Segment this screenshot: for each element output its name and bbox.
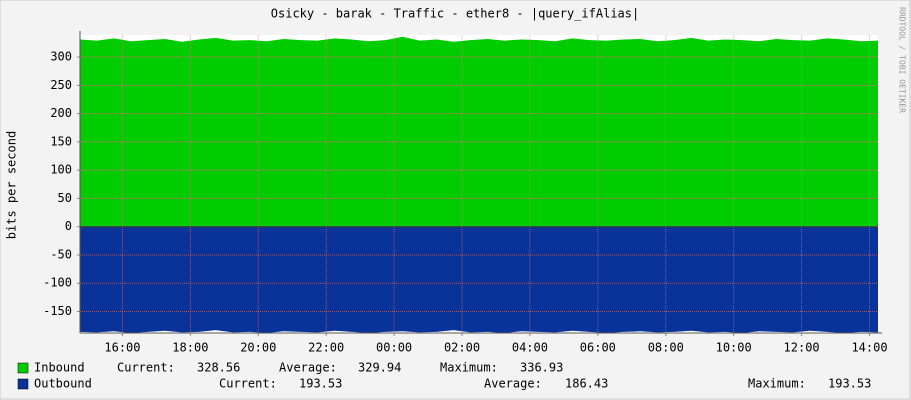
x-tick-label: 06:00 xyxy=(580,341,616,355)
y-axis-label: bits per second xyxy=(5,131,19,239)
legend-name: Outbound xyxy=(34,377,92,391)
y-tick-label: -150 xyxy=(43,304,72,318)
stat-value: 329.94 xyxy=(358,361,401,375)
x-tick-label: 14:00 xyxy=(851,341,887,355)
stat-label: Current: xyxy=(117,361,175,375)
y-tick-label: 100 xyxy=(50,163,72,177)
y-tick-label: 300 xyxy=(50,50,72,64)
watermark: RRDTOOL / TOBI OETIKER xyxy=(898,7,907,113)
y-tick-label: 0 xyxy=(65,219,72,233)
stat-label: Average: xyxy=(279,361,337,375)
stat-label: Maximum: xyxy=(748,377,806,391)
x-tick-label: 12:00 xyxy=(784,341,820,355)
area-0 xyxy=(80,36,878,227)
y-tick-label: 50 xyxy=(58,191,72,205)
y-tick-label: 200 xyxy=(50,106,72,120)
x-tick-label: 18:00 xyxy=(172,341,208,355)
x-tick-label: 22:00 xyxy=(308,341,344,355)
stat-value: 328.56 xyxy=(197,361,240,375)
x-tick-label: 16:00 xyxy=(104,341,140,355)
stat-label: Maximum: xyxy=(440,361,498,375)
y-tick-label: -100 xyxy=(43,276,72,290)
legend-swatch xyxy=(17,378,29,390)
x-tick-label: 00:00 xyxy=(376,341,412,355)
y-tick-label: -50 xyxy=(50,247,72,261)
stat-value: 336.93 xyxy=(520,361,563,375)
chart-title: Osicky - barak - Traffic - ether8 - |que… xyxy=(271,7,639,21)
stat-label: Average: xyxy=(484,377,542,391)
x-tick-label: 10:00 xyxy=(716,341,752,355)
y-tick-label: 150 xyxy=(50,134,72,148)
stat-value: 193.53 xyxy=(828,377,871,391)
x-tick-label: 08:00 xyxy=(648,341,684,355)
x-tick-label: 04:00 xyxy=(512,341,548,355)
x-tick-label: 02:00 xyxy=(444,341,480,355)
legend-name: Inbound xyxy=(34,361,85,375)
x-tick-label: 20:00 xyxy=(240,341,276,355)
stat-label: Current: xyxy=(219,377,277,391)
stat-value: 186.43 xyxy=(565,377,608,391)
y-tick-label: 250 xyxy=(50,78,72,92)
stat-value: 193.53 xyxy=(299,377,342,391)
legend-swatch xyxy=(17,362,29,374)
area-1 xyxy=(80,226,878,333)
